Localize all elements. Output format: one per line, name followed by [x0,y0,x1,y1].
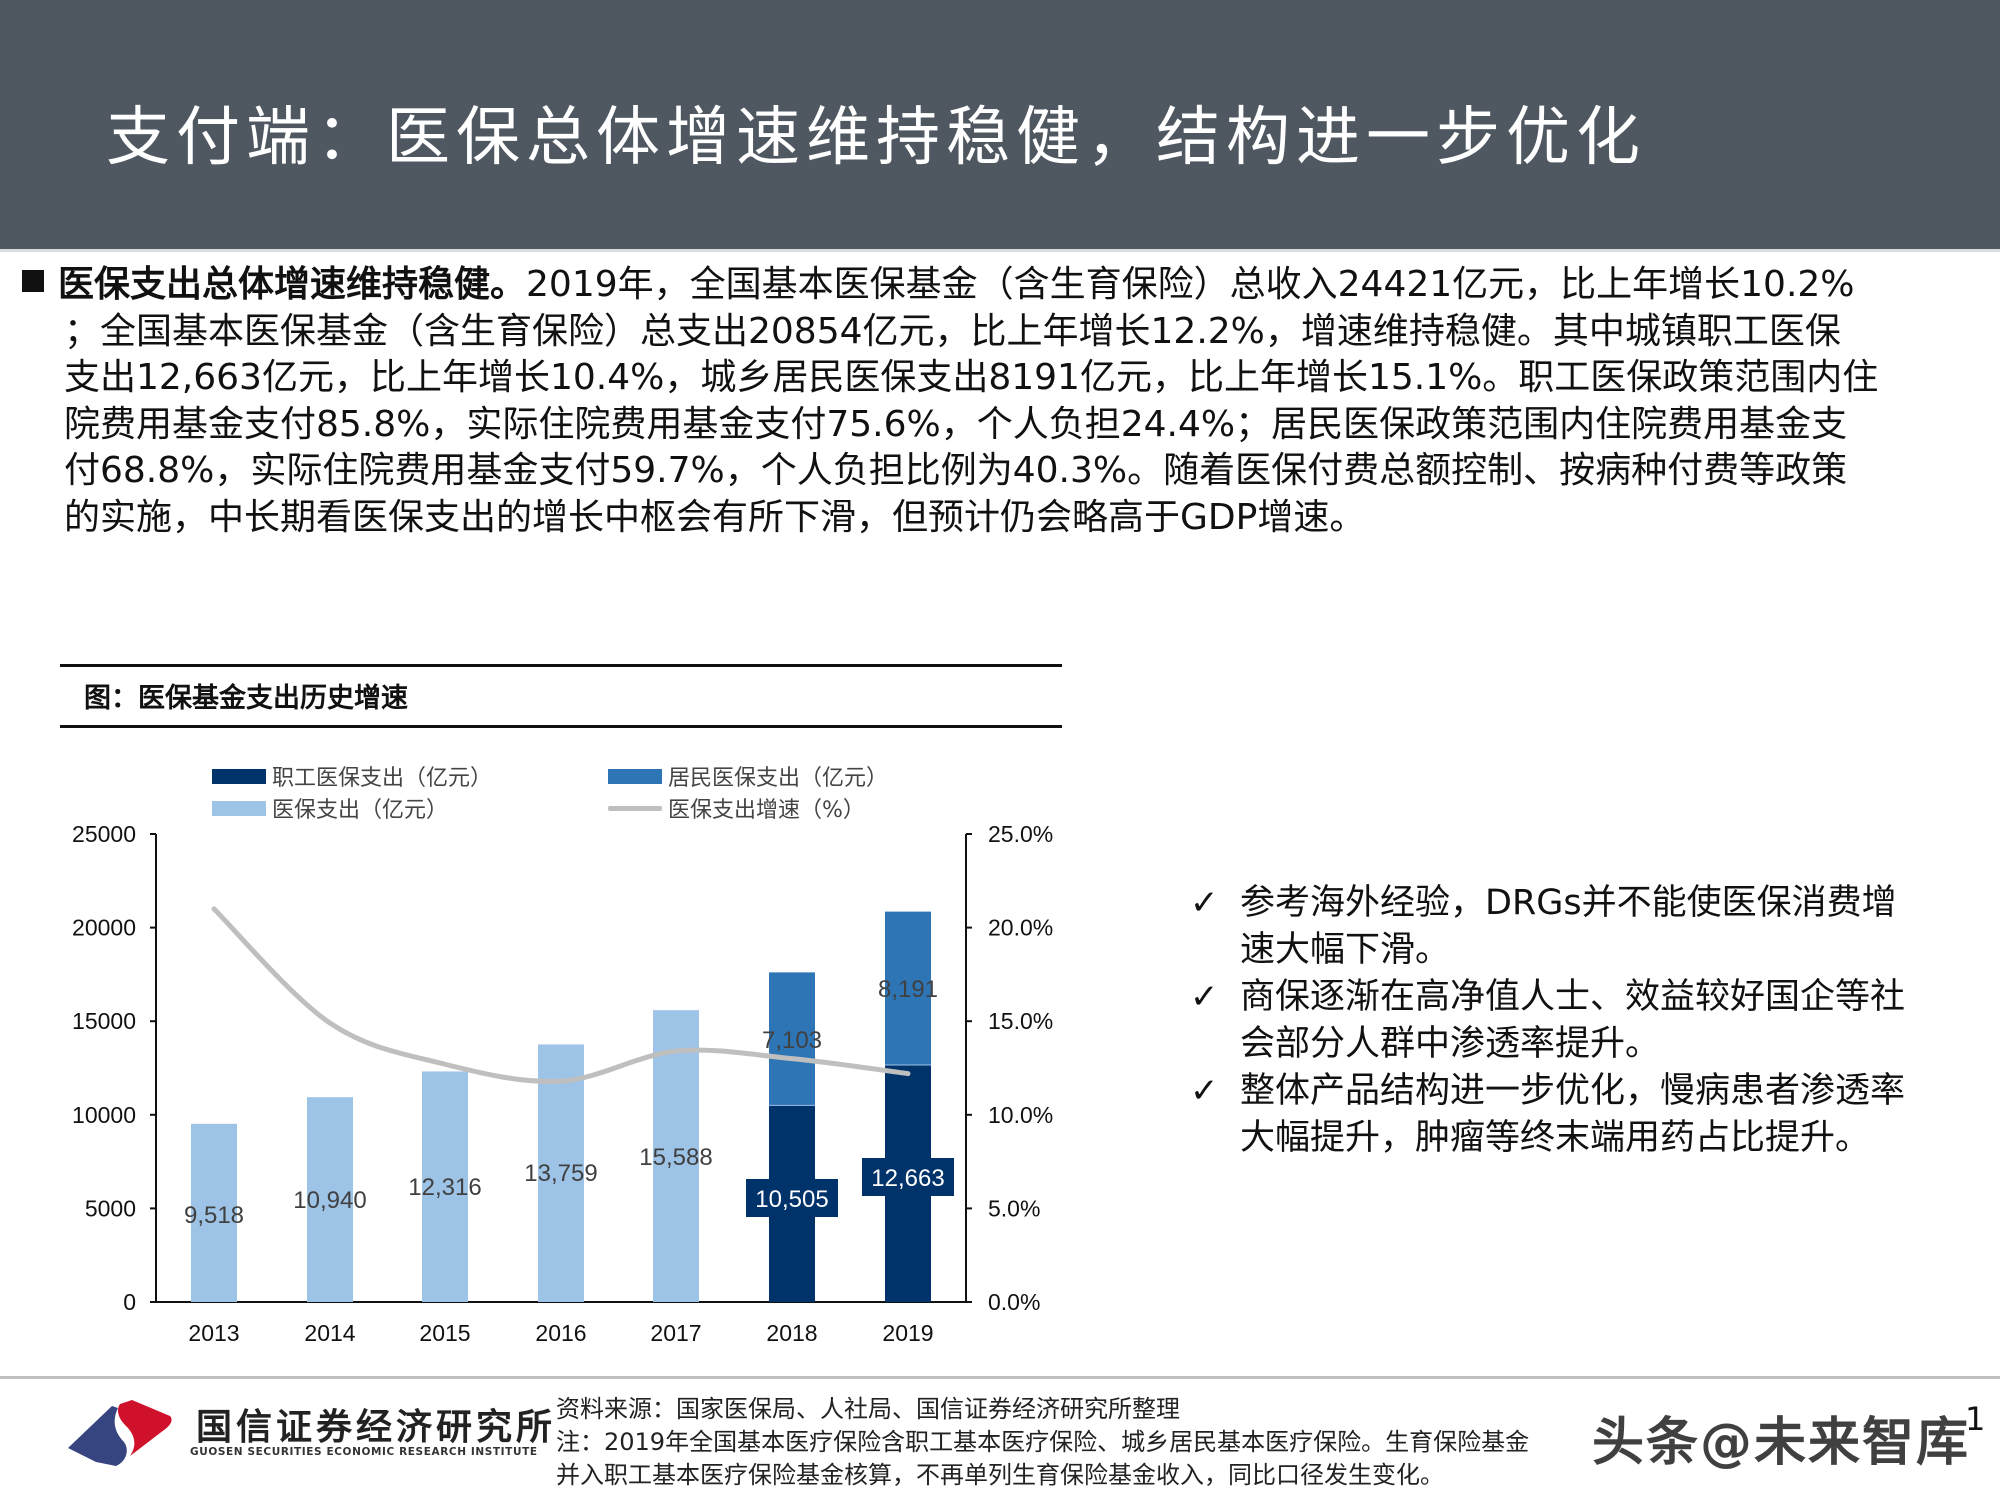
svg-text:10,505: 10,505 [755,1186,828,1213]
paragraph-line: 的实施，中长期看医保支出的增长中枢会有所下滑，但预计仍会略高于GDP增速。 [64,496,1366,538]
svg-text:15000: 15000 [72,1008,136,1034]
svg-text:12,316: 12,316 [408,1174,481,1201]
svg-text:2013: 2013 [188,1320,239,1346]
guosen-logo-icon [68,1400,172,1466]
svg-text:13,759: 13,759 [524,1160,597,1187]
note-text: 商保逐渐在高净值人士、效益较好国企等社会部分人群中渗透率提升。 [1240,977,1906,1064]
paragraph-line: 付68.8%，实际住院费用基金支付59.7%，个人负担比例为40.3%。随着医保… [64,450,1848,491]
svg-text:2015: 2015 [419,1320,470,1346]
legend-line-icon [608,805,662,811]
figure-bottom-rule [60,725,1062,728]
note-line: 并入职工基本医疗保险基金核算，不再单列生育保险基金收入，同比口径发生变化。 [556,1461,1444,1489]
svg-text:5.0%: 5.0% [988,1195,1040,1221]
square-bullet-icon [22,270,44,292]
svg-text:0: 0 [123,1289,136,1315]
svg-text:10000: 10000 [72,1102,136,1128]
svg-text:0.0%: 0.0% [988,1289,1040,1315]
logo-chinese-name: 国信证券经济研究所 [196,1407,557,1448]
svg-text:7,103: 7,103 [762,1027,822,1054]
legend-item-resident: 居民医保支出（亿元） [608,760,888,792]
chart-legend: 职工医保支出（亿元） 居民医保支出（亿元） 医保支出（亿元） 医保支出增速（%） [212,756,972,826]
header-divider [0,249,2000,252]
svg-text:2017: 2017 [650,1320,701,1346]
svg-text:5000: 5000 [85,1195,136,1221]
legend-label: 医保支出（亿元） [272,798,449,823]
slide-title: 支付端：医保总体增速维持稳健，结构进一步优化 [106,101,1646,175]
source-line: 资料来源：国家医保局、人社局、国信证券经济研究所整理 [556,1395,1180,1423]
note-text: 整体产品结构进一步优化，慢病患者渗透率大幅提升，肿瘤等终末端用药占比提升。 [1240,1071,1906,1158]
figure-top-rule [60,664,1062,667]
legend-swatch-icon [212,768,266,784]
legend-label: 职工医保支出（亿元） [272,766,493,791]
svg-text:2018: 2018 [766,1320,817,1346]
svg-text:20000: 20000 [72,915,136,941]
summary-paragraph: 医保支出总体增速维持稳健。2019年，全国基本医保基金（含生育保险）总收入244… [22,262,1972,541]
svg-text:10.0%: 10.0% [988,1102,1053,1128]
checkmark-icon: ✓ [1190,883,1219,923]
svg-text:25000: 25000 [72,821,136,847]
paragraph-lead: 医保支出总体增速维持稳健。 [58,264,527,305]
checkmark-icon: ✓ [1190,1071,1219,1111]
svg-text:2019: 2019 [882,1320,933,1346]
legend-item-employee: 职工医保支出（亿元） [212,760,492,792]
paragraph-line: ；全国基本医保基金（含生育保险）总支出20854亿元，比上年增长12.2%，增速… [64,310,1841,352]
svg-text:8,191: 8,191 [878,976,938,1003]
note-line: 注：2019年全国基本医疗保险含职工基本医疗保险、城乡居民基本医疗保险。生育保险… [556,1428,1530,1456]
legend-label: 居民医保支出（亿元） [668,766,889,791]
source-notes: 资料来源：国家医保局、人社局、国信证券经济研究所整理 注：2019年全国基本医疗… [556,1393,1529,1492]
paragraph-text: 2019年，全国基本医保基金（含生育保险）总收入24421亿元，比上年增长10.… [526,264,1855,305]
svg-text:20.0%: 20.0% [988,915,1053,941]
svg-text:10,940: 10,940 [293,1187,366,1214]
page-number: 1 [1965,1400,1986,1438]
figure-title: 图：医保基金支出历史增速 [84,683,408,714]
paragraph-line: 院费用基金支付85.8%，实际住院费用基金支付75.6%，个人负担24.4%；居… [64,403,1848,445]
note-item: ✓ 整体产品结构进一步优化，慢病患者渗透率大幅提升，肿瘤等终末端用药占比提升。 [1190,1068,1930,1162]
svg-text:12,663: 12,663 [871,1165,944,1192]
paragraph-line: 支出12,663亿元，比上年增长10.4%，城乡居民医保支出8191亿元，比上年… [64,357,1879,398]
slide-header: 支付端：医保总体增速维持稳健，结构进一步优化 [0,0,2000,249]
svg-text:9,518: 9,518 [184,1202,244,1229]
legend-label: 医保支出增速（%） [668,798,865,823]
footer-divider [0,1376,2000,1379]
svg-text:2016: 2016 [535,1320,586,1346]
legend-swatch-icon [212,800,266,816]
watermark: 头条@未来智库 [1592,1413,1971,1473]
side-notes: ✓ 参考海外经验，DRGs并不能使医保消费增速大幅下滑。 ✓ 商保逐渐在高净值人… [1190,880,1930,1162]
note-item: ✓ 商保逐渐在高净值人士、效益较好国企等社会部分人群中渗透率提升。 [1190,974,1930,1068]
company-logo: 国信证券经济研究所 GUOSEN SECURITIES ECONOMIC RES… [60,1396,552,1468]
legend-swatch-icon [608,768,662,784]
svg-text:15.0%: 15.0% [988,1008,1053,1034]
svg-text:25.0%: 25.0% [988,821,1053,847]
svg-text:15,588: 15,588 [639,1144,712,1171]
svg-text:2014: 2014 [304,1320,355,1346]
expenditure-growth-chart: 0 5000 10000 15000 20000 25000 0.0% 5.0% 10.0% 15… [72,821,1053,1346]
paragraph-line: 医保支出总体增速维持稳健。2019年，全国基本医保基金（含生育保险）总收入244… [22,262,1972,309]
legend-item-growth: 医保支出增速（%） [608,792,865,824]
logo-english-name: GUOSEN SECURITIES ECONOMIC RESEARCH INST… [190,1446,538,1458]
legend-item-total: 医保支出（亿元） [212,792,448,824]
note-text: 参考海外经验，DRGs并不能使医保消费增速大幅下滑。 [1240,883,1897,970]
checkmark-icon: ✓ [1190,977,1219,1017]
note-item: ✓ 参考海外经验，DRGs并不能使医保消费增速大幅下滑。 [1190,880,1930,974]
